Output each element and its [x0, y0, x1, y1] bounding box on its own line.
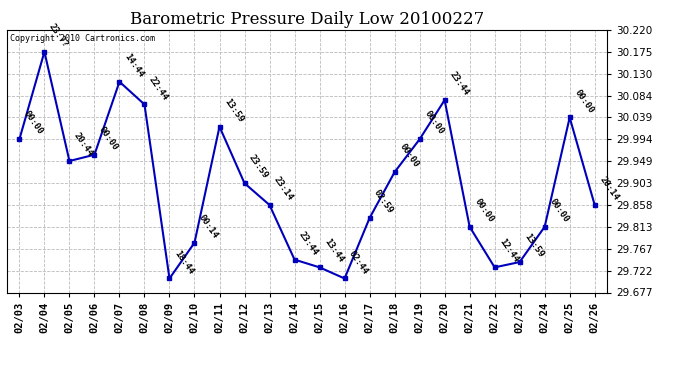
- Text: 13:59: 13:59: [522, 232, 545, 259]
- Text: 12:44: 12:44: [497, 237, 520, 265]
- Text: Copyright 2010 Cartronics.com: Copyright 2010 Cartronics.com: [10, 34, 155, 43]
- Text: 23:??: 23:??: [47, 22, 70, 49]
- Text: 00:14: 00:14: [197, 213, 220, 240]
- Text: 20:44: 20:44: [72, 131, 95, 158]
- Text: 02:59: 02:59: [373, 188, 395, 215]
- Text: 13:59: 13:59: [222, 97, 245, 124]
- Text: 23:44: 23:44: [297, 230, 320, 257]
- Text: 14:44: 14:44: [122, 52, 145, 79]
- Text: 00:00: 00:00: [422, 109, 445, 136]
- Text: 18:44: 18:44: [172, 249, 195, 276]
- Text: 00:00: 00:00: [547, 197, 570, 224]
- Text: 00:00: 00:00: [397, 142, 420, 170]
- Text: 00:00: 00:00: [473, 197, 495, 224]
- Text: 00:00: 00:00: [97, 125, 120, 152]
- Text: 00:00: 00:00: [573, 87, 595, 115]
- Text: 23:14: 23:14: [273, 175, 295, 202]
- Text: 23:44: 23:44: [447, 70, 470, 98]
- Text: 00:00: 00:00: [22, 109, 45, 136]
- Text: 23:59: 23:59: [247, 153, 270, 180]
- Text: 22:44: 22:44: [147, 75, 170, 102]
- Title: Barometric Pressure Daily Low 20100227: Barometric Pressure Daily Low 20100227: [130, 12, 484, 28]
- Text: 13:44: 13:44: [322, 237, 345, 265]
- Text: 02:44: 02:44: [347, 249, 370, 276]
- Text: 20:14: 20:14: [598, 175, 620, 202]
